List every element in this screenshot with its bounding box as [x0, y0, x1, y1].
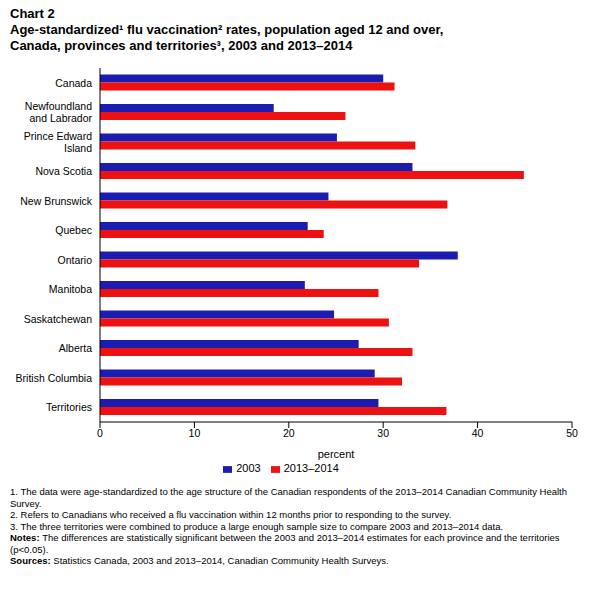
svg-text:Quebec: Quebec — [55, 224, 92, 236]
svg-text:British Columbia: British Columbia — [16, 372, 93, 384]
svg-text:10: 10 — [189, 427, 201, 439]
svg-text:New Brunswick: New Brunswick — [20, 195, 93, 207]
html-text:3. The three territories were: 3. The three territories were combined t… — [10, 520, 504, 532]
svg-text:Canada: Canada — [55, 77, 92, 89]
html-text:2013–2014: 2013–2014 — [283, 462, 339, 474]
svg-text:50: 50 — [566, 427, 578, 439]
svg-text:Ontario: Ontario — [58, 254, 93, 266]
svg-text:Nova Scotia: Nova Scotia — [35, 165, 92, 177]
svg-text:Territories: Territories — [46, 401, 92, 413]
html-text:2003: 2003 — [236, 462, 261, 474]
html-text:Chart 2: Chart 2 — [10, 6, 55, 21]
svg-text:percent: percent — [318, 448, 355, 460]
svg-text:Saskatchewan: Saskatchewan — [24, 313, 92, 325]
svg-text:Prince EdwardIsland: Prince EdwardIsland — [24, 130, 92, 154]
html-text:2. Refers to Canadians who rec: 2. Refers to Canadians who received a fl… — [10, 509, 452, 520]
html-text:Sources: Statistics Canada, 20: Sources: Statistics Canada, 2003 and 201… — [10, 555, 389, 566]
svg-text:Alberta: Alberta — [59, 342, 92, 354]
html-text:Notes: The differences are sta: Notes: The differences are statistically… — [10, 532, 560, 555]
svg-text:30: 30 — [377, 427, 389, 439]
svg-text:0: 0 — [97, 427, 103, 439]
svg-text:40: 40 — [472, 427, 484, 439]
svg-text:Manitoba: Manitoba — [49, 283, 92, 295]
svg-text:Newfoundlandand Labrador: Newfoundlandand Labrador — [25, 100, 93, 124]
svg-text:20: 20 — [283, 427, 295, 439]
html-text:Age-standardized¹ flu vaccinat: Age-standardized¹ flu vaccination² rates… — [10, 22, 444, 53]
html-text:1. The data were age-standardi: 1. The data were age-standardized to the… — [10, 486, 567, 509]
